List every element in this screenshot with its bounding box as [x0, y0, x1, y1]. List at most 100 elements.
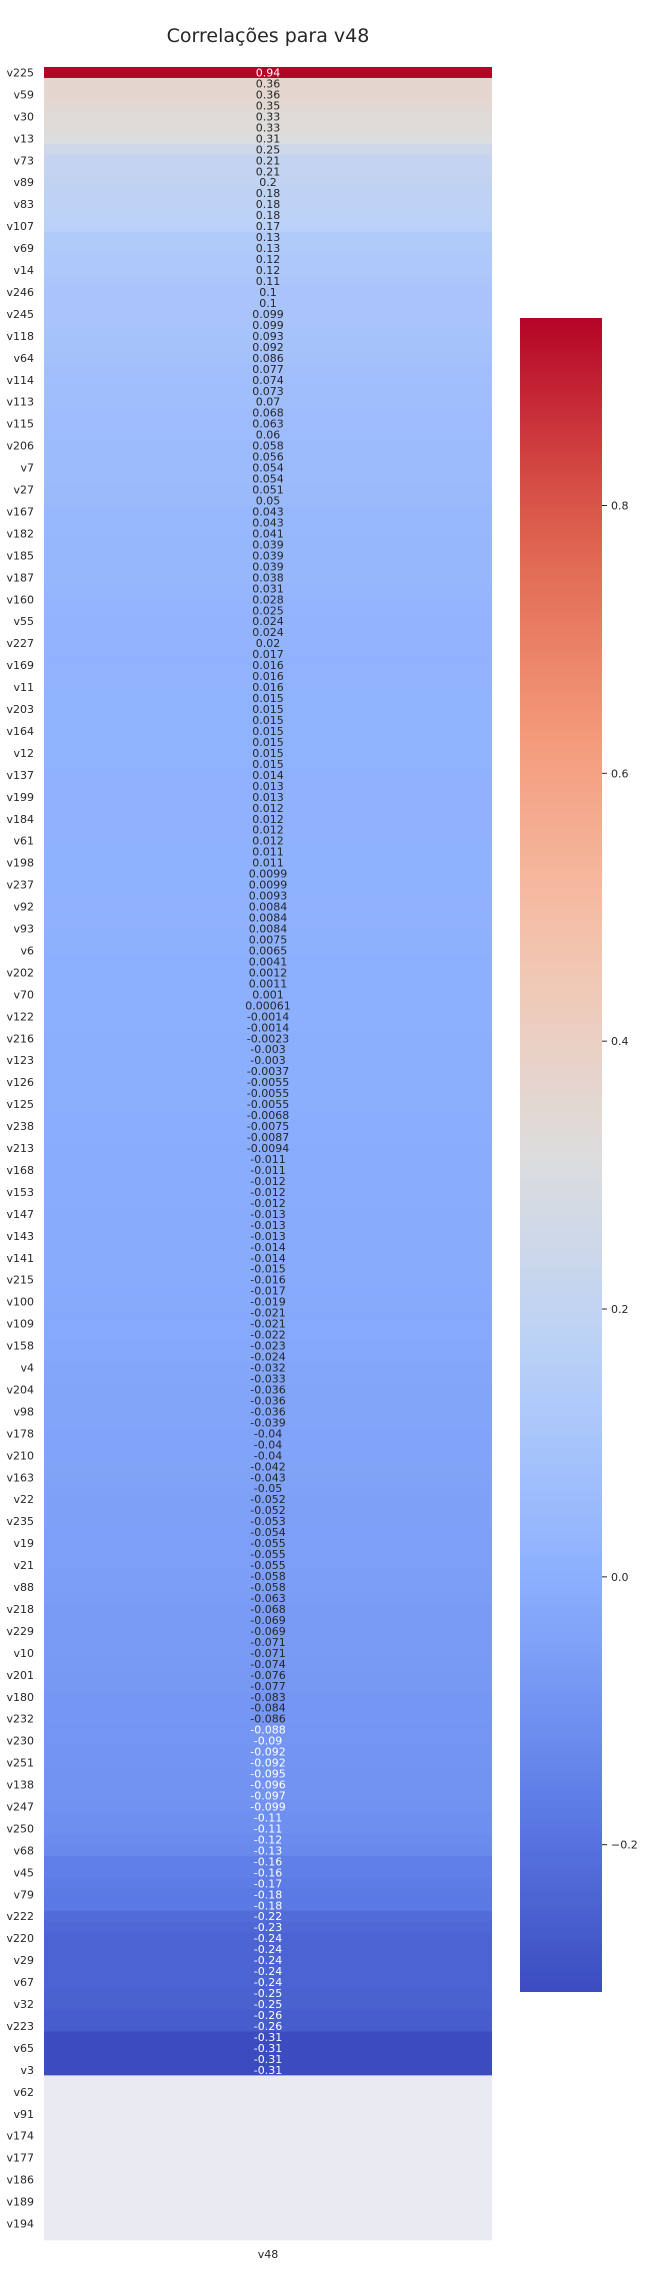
cell-annotation: -0.31	[254, 2053, 282, 2066]
y-tick-label: v4	[20, 1362, 34, 1375]
y-tick-label: v32	[13, 1998, 34, 2011]
colorbar	[520, 318, 602, 1992]
cell-annotation: -0.013	[250, 1230, 285, 1243]
cell-annotation: -0.04	[254, 1427, 282, 1440]
cell-annotation: 0.18	[256, 187, 281, 200]
y-tick-label: v65	[13, 2042, 34, 2055]
heatmap-cell	[44, 1833, 492, 1846]
cell-annotation: -0.11	[254, 1822, 282, 1835]
heatmap-cell	[44, 1735, 492, 1747]
cell-annotation: -0.012	[250, 1186, 285, 1199]
x-axis-tick-label: v48	[258, 2248, 279, 2261]
cell-annotation: 0.11	[256, 275, 281, 288]
y-tick-label: v164	[6, 725, 34, 738]
heatmap-cell	[44, 835, 492, 847]
y-tick-label: v83	[13, 198, 34, 211]
cell-annotation: 0.13	[256, 242, 281, 255]
y-tick-label: v232	[6, 1713, 34, 1726]
cell-annotation: 0.014	[252, 769, 284, 782]
y-tick-label: v185	[6, 549, 34, 562]
cell-annotation: -0.04	[254, 1449, 282, 1462]
y-tick-label: v246	[6, 286, 34, 299]
heatmap-cell	[44, 890, 492, 902]
cell-annotation: -0.0014	[247, 1010, 289, 1023]
y-tick-label: v187	[6, 571, 34, 584]
y-tick-label: v123	[6, 1054, 34, 1067]
cell-annotation: 0.0084	[249, 901, 288, 914]
heatmap-cell	[44, 253, 492, 265]
cell-annotation: 0.016	[252, 681, 284, 694]
cell-annotation: -0.24	[254, 1954, 282, 1967]
heatmap-cell	[44, 385, 492, 397]
heatmap-cell	[44, 429, 492, 441]
heatmap-cell	[44, 2174, 492, 2186]
cell-annotation: 0.011	[252, 846, 284, 859]
cell-annotation: 0.039	[252, 560, 284, 573]
y-tick-label: v147	[6, 1208, 34, 1221]
cell-annotation: -0.0055	[247, 1098, 289, 1111]
heatmap-cell	[44, 1570, 492, 1582]
heatmap-cell	[44, 2163, 492, 2175]
heatmap-cell	[44, 2207, 492, 2219]
cell-annotation: 0.001	[252, 988, 284, 1001]
y-tick-label: v64	[13, 352, 34, 365]
heatmap-cell	[44, 374, 492, 386]
heatmap-annotations: 0.940.360.360.350.330.330.310.250.210.21…	[245, 66, 291, 2076]
heatmap-cell	[44, 1153, 492, 1165]
cell-annotation: -0.26	[254, 2009, 282, 2022]
y-tick-label: v182	[6, 527, 34, 540]
heatmap-cell	[44, 538, 492, 551]
cell-annotation: -0.24	[254, 1965, 282, 1978]
cell-annotation: -0.24	[254, 1932, 282, 1945]
cell-annotation: 0.043	[252, 505, 284, 518]
y-tick-label: v55	[13, 615, 34, 628]
heatmap-cell	[44, 1416, 492, 1429]
heatmap-cell	[44, 1021, 492, 1034]
heatmap-cell	[44, 1899, 492, 1912]
heatmap-cell	[44, 1329, 492, 1341]
heatmap-cell	[44, 2196, 492, 2208]
cell-annotation: -0.036	[250, 1394, 285, 1407]
cell-annotation: 0.015	[252, 692, 284, 705]
cell-annotation: -0.071	[250, 1636, 285, 1649]
y-tick-label: v247	[6, 1800, 34, 1813]
cell-annotation: -0.0037	[247, 1065, 289, 1078]
cell-annotation: 0.012	[252, 813, 284, 826]
cell-annotation: 0.031	[252, 582, 284, 595]
heatmap-cell	[44, 659, 492, 672]
heatmap-cell	[44, 1405, 492, 1418]
y-tick-label: v186	[6, 2174, 34, 2187]
cell-annotation: 0.099	[252, 308, 284, 321]
y-tick-label: v153	[6, 1186, 34, 1199]
cell-annotation: 0.25	[256, 143, 281, 156]
y-tick-label: v67	[13, 1976, 34, 1989]
heatmap-cell	[44, 1351, 492, 1363]
y-tick-label: v167	[6, 505, 34, 518]
cell-annotation: -0.053	[250, 1515, 285, 1528]
cell-annotation: -0.18	[254, 1899, 282, 1912]
heatmap-cell	[44, 626, 492, 639]
heatmap-cell	[44, 132, 492, 145]
cell-annotation: 0.0099	[249, 879, 288, 892]
heatmap-cell	[44, 1603, 492, 1615]
cell-annotation: -0.18	[254, 1888, 282, 1901]
cell-annotation: -0.23	[254, 1921, 282, 1934]
cell-annotation: -0.043	[250, 1471, 285, 1484]
heatmap-cell	[44, 791, 492, 803]
cell-annotation: 0.011	[252, 857, 284, 870]
heatmap-cell	[44, 1790, 492, 1802]
heatmap-cell	[44, 1768, 492, 1780]
y-tick-label: v59	[13, 88, 34, 101]
cell-annotation: 0.041	[252, 527, 284, 540]
heatmap-cell	[44, 1877, 492, 1890]
cell-annotation: -0.055	[250, 1559, 285, 1572]
heatmap-cell	[44, 1669, 492, 1681]
cell-annotation: -0.22	[254, 1910, 282, 1923]
y-tick-label: v19	[13, 1537, 34, 1550]
cell-annotation: 0.086	[252, 352, 284, 365]
y-tick-label: v118	[6, 330, 34, 343]
cell-annotation: -0.25	[254, 1987, 282, 2000]
cell-annotation: 0.058	[252, 440, 284, 453]
cell-annotation: -0.12	[254, 1833, 282, 1846]
cell-annotation: 0.1	[259, 286, 277, 299]
